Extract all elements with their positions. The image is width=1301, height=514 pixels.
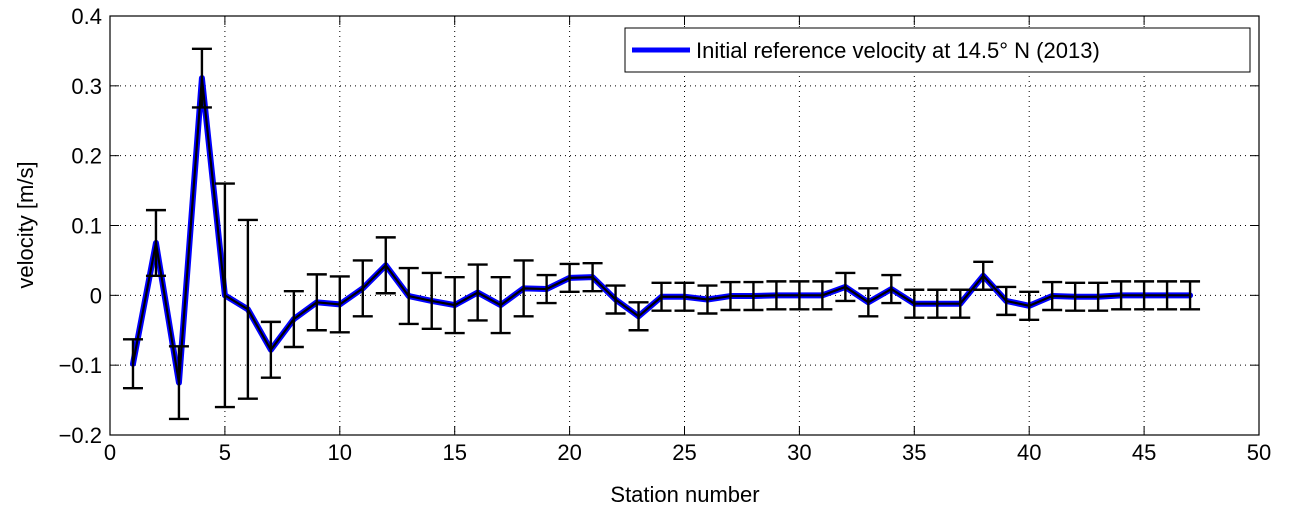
x-tick-label: 45: [1132, 440, 1156, 465]
y-axis-label: velocity [m/s]: [13, 161, 38, 288]
y-tick-label: 0.1: [71, 214, 102, 239]
y-tick-label: −0.2: [59, 423, 102, 448]
x-tick-label: 50: [1247, 440, 1271, 465]
y-tick-label: 0.4: [71, 4, 102, 29]
x-tick-label: 10: [328, 440, 352, 465]
y-tick-label: 0.2: [71, 144, 102, 169]
x-tick-label: 25: [672, 440, 696, 465]
y-tick-label: 0.3: [71, 74, 102, 99]
x-tick-label: 15: [442, 440, 466, 465]
x-tick-label: 20: [557, 440, 581, 465]
x-tick-label: 5: [219, 440, 231, 465]
x-axis-label: Station number: [610, 482, 759, 507]
legend: Initial reference velocity at 14.5° N (2…: [625, 28, 1250, 72]
y-tick-label: −0.1: [59, 353, 102, 378]
x-tick-label: 35: [902, 440, 926, 465]
x-tick-label: 40: [1017, 440, 1041, 465]
legend-entry-label: Initial reference velocity at 14.5° N (2…: [696, 38, 1100, 63]
x-tick-label: 0: [104, 440, 116, 465]
plot-area: [110, 16, 1259, 435]
x-tick-label: 30: [787, 440, 811, 465]
y-tick-label: 0: [90, 283, 102, 308]
